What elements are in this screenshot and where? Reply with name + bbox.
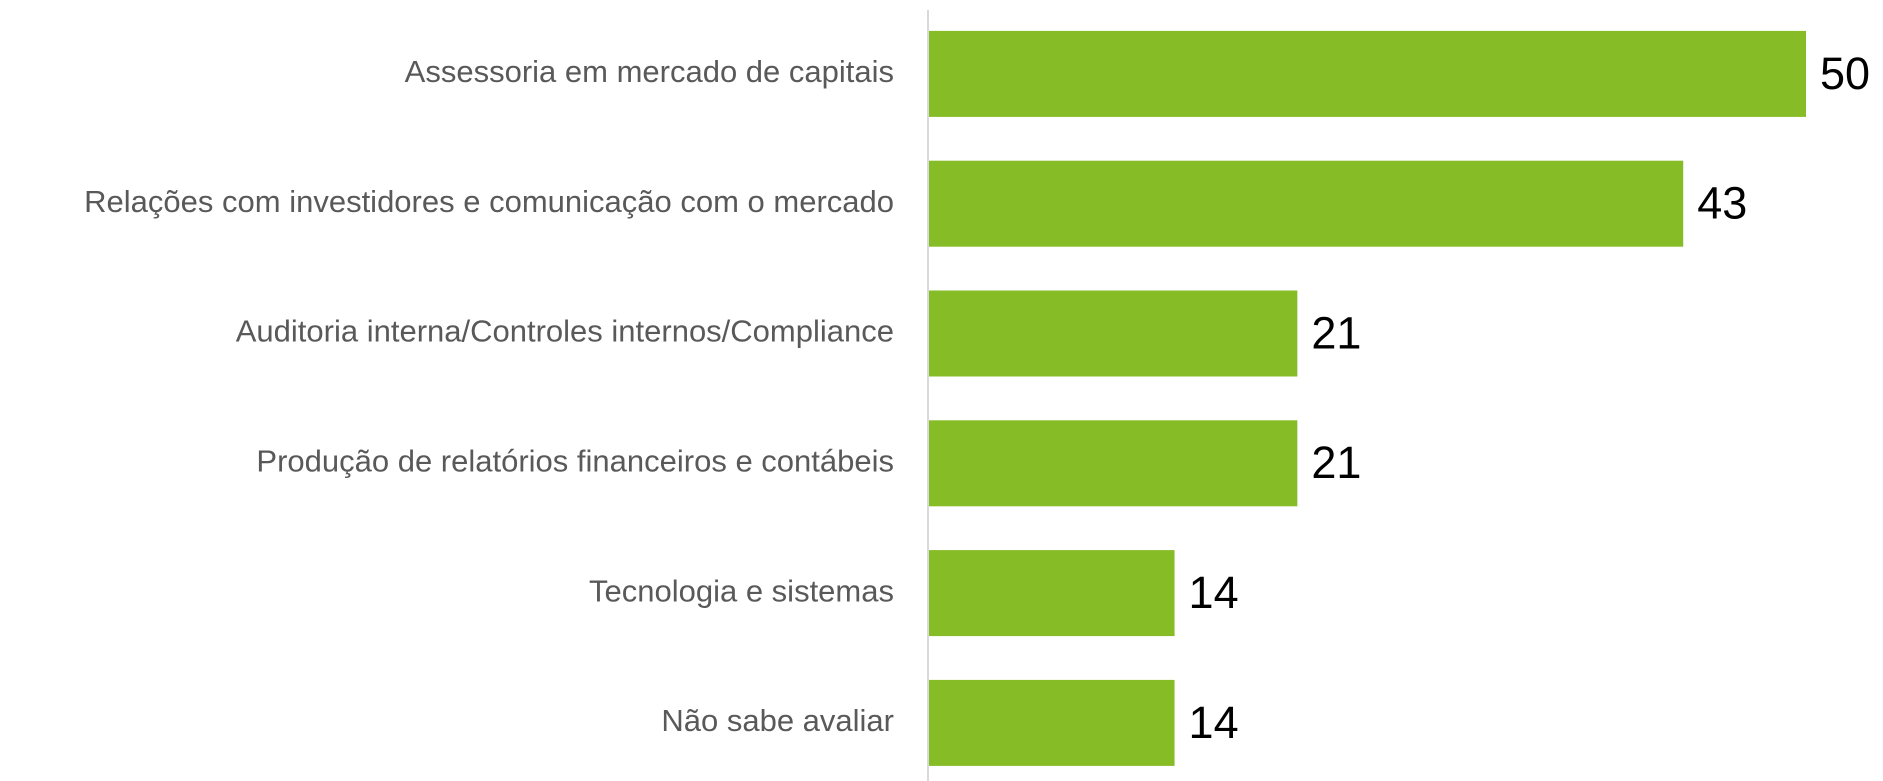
value-label: 21	[1311, 437, 1361, 488]
bar	[929, 160, 1684, 247]
bar	[929, 420, 1298, 507]
category-label: Relações com investidores e comunicação …	[84, 184, 894, 219]
category-label: Tecnologia e sistemas	[589, 573, 894, 608]
value-label: 14	[1189, 697, 1239, 748]
bar	[929, 30, 1806, 117]
bar	[929, 290, 1298, 377]
value-label: 21	[1311, 307, 1361, 358]
category-label: Produção de relatórios financeiros e con…	[256, 443, 894, 478]
category-label: Assessoria em mercado de capitais	[405, 54, 894, 89]
bar	[929, 550, 1175, 637]
value-label: 50	[1820, 48, 1870, 99]
category-label: Auditoria interna/Controles internos/Com…	[236, 314, 894, 349]
value-label: 43	[1697, 178, 1747, 229]
category-label: Não sabe avaliar	[661, 703, 894, 738]
bar	[929, 679, 1175, 766]
value-label: 14	[1189, 567, 1239, 618]
